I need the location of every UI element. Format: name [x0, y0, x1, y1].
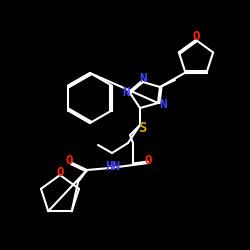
- Text: N: N: [139, 72, 147, 85]
- Text: S: S: [138, 121, 146, 135]
- Text: O: O: [192, 30, 200, 44]
- Text: O: O: [144, 154, 152, 166]
- Text: O: O: [65, 154, 73, 166]
- Text: HN: HN: [106, 160, 120, 172]
- Text: N: N: [122, 86, 130, 100]
- Text: N: N: [159, 98, 167, 112]
- Text: O: O: [56, 166, 64, 178]
